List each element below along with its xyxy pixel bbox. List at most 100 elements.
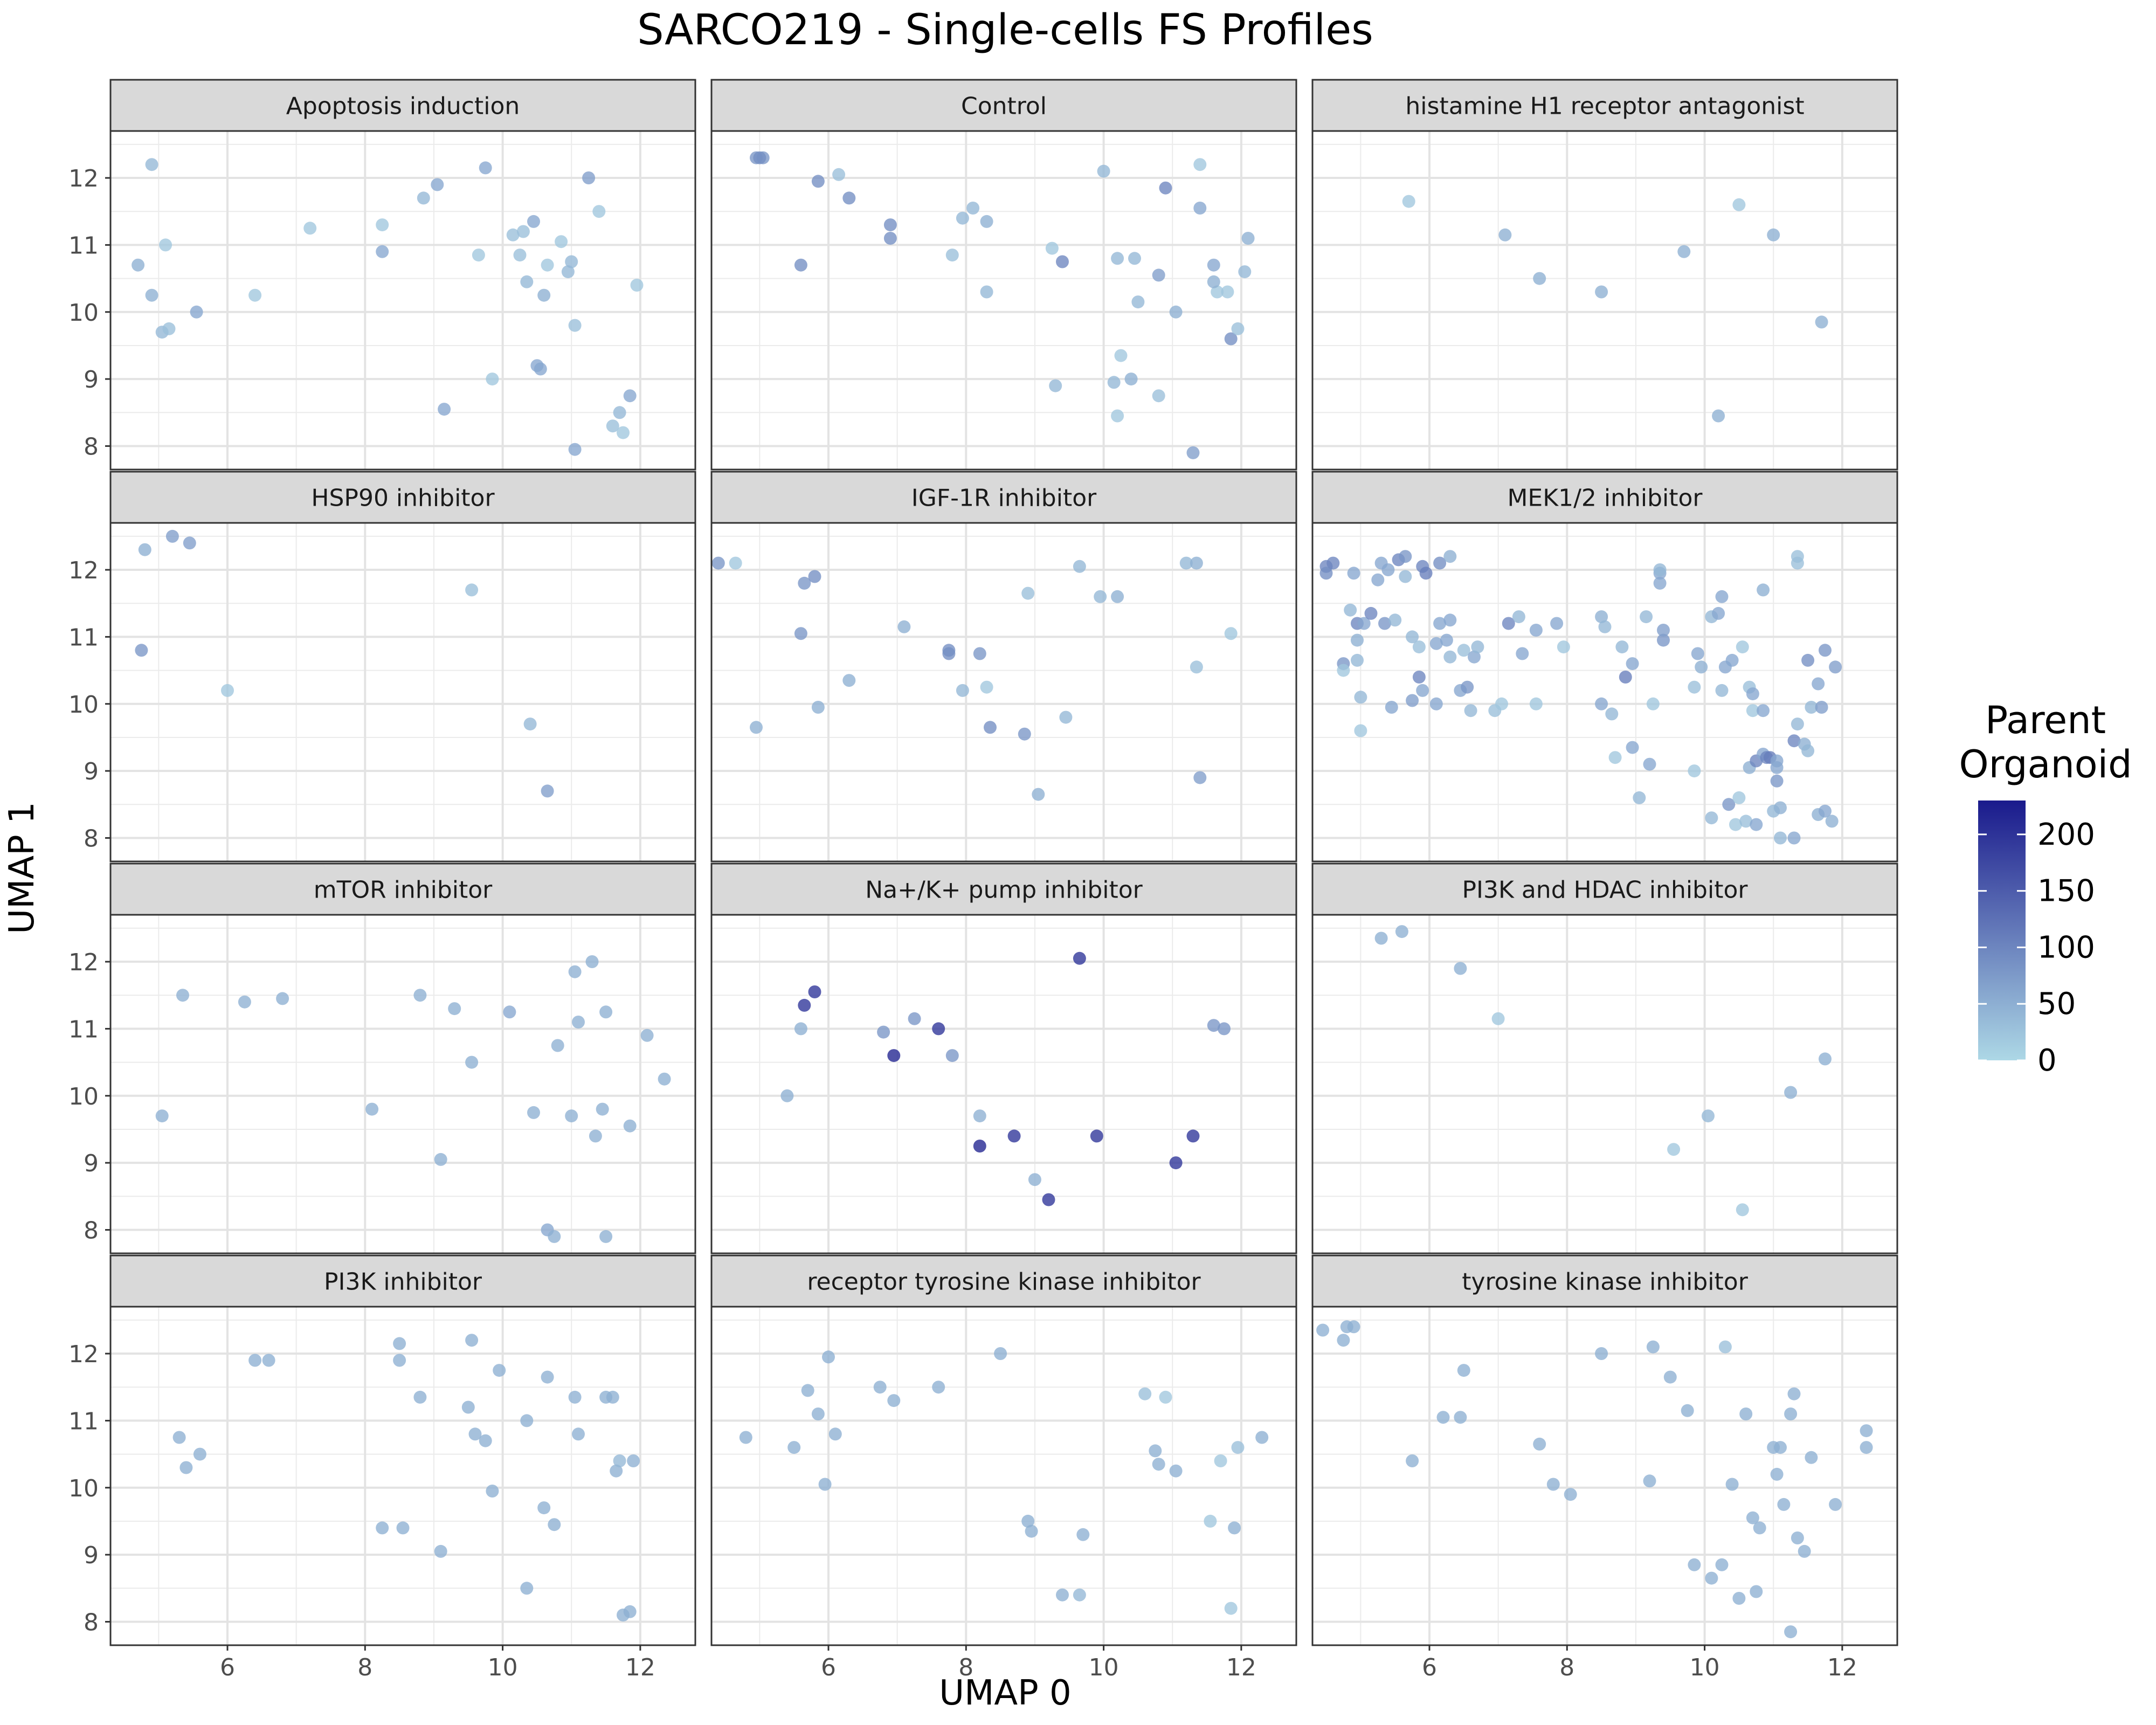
scatter-point — [568, 443, 582, 456]
x-tick-label: 6 — [220, 1654, 235, 1681]
scatter-point — [393, 1354, 406, 1367]
scatter-point — [1746, 687, 1759, 701]
scatter-point — [1461, 680, 1474, 694]
scatter-point — [1657, 633, 1670, 647]
y-tick-label: 9 — [84, 1150, 99, 1177]
y-tick-label: 12 — [68, 949, 99, 976]
scatter-point — [431, 178, 444, 191]
scatter-point — [303, 222, 317, 235]
scatter-point — [1805, 1451, 1818, 1464]
scatter-point — [520, 275, 534, 288]
scatter-point — [1433, 556, 1447, 570]
scatter-point — [1819, 644, 1832, 657]
scatter-point — [503, 1005, 516, 1019]
scatter-point — [1626, 657, 1639, 671]
facet-strip — [109, 471, 696, 524]
scatter-point — [1416, 684, 1429, 697]
scatter-point — [1598, 620, 1612, 633]
scatter-point — [1207, 258, 1220, 272]
scatter-point — [1094, 590, 1107, 603]
scatter-point — [1688, 680, 1701, 694]
facet-strip-label: tyrosine kinase inhibitor — [1462, 1268, 1749, 1296]
scatter-point — [883, 218, 897, 232]
scatter-point — [1546, 1478, 1560, 1491]
scatter-point — [1791, 717, 1804, 731]
scatter-point — [873, 1381, 887, 1394]
scatter-point — [1774, 831, 1787, 845]
scatter-point — [1791, 550, 1804, 563]
scatter-point — [516, 225, 530, 238]
facet-plot-area — [110, 131, 695, 470]
scatter-point — [190, 305, 203, 319]
facet-panel-border — [109, 130, 696, 471]
scatter-point — [537, 288, 551, 302]
scatter-point — [1640, 610, 1653, 624]
facet-panel-border — [710, 1306, 1297, 1646]
y-tick-label: 11 — [68, 624, 99, 651]
scatter-point — [1498, 228, 1512, 242]
scatter-point — [1056, 1588, 1069, 1602]
scatter-point — [479, 1434, 492, 1447]
scatter-point — [145, 288, 158, 302]
scatter-point — [1695, 660, 1708, 674]
scatter-point — [623, 389, 637, 403]
y-tick-label: 8 — [84, 1609, 99, 1636]
scatter-point — [1193, 771, 1207, 784]
scatter-point — [811, 175, 825, 188]
scatter-point — [523, 717, 537, 731]
facet-panel-border — [710, 130, 1297, 471]
scatter-point — [973, 1109, 986, 1123]
facet-panel: HSP90 inhibitor 8 9 10 11 12 — [68, 471, 696, 862]
scatter-point — [1757, 583, 1770, 597]
scatter-point — [1111, 409, 1124, 423]
scatter-point — [1784, 1086, 1798, 1099]
scatter-point — [159, 238, 172, 252]
facet-strip-label: PI3K and HDAC inhibitor — [1462, 877, 1749, 904]
scatter-point — [1124, 372, 1138, 386]
scatter-point — [1471, 640, 1484, 654]
scatter-point — [1241, 232, 1255, 245]
scatter-point — [1787, 831, 1801, 845]
scatter-point — [1378, 617, 1391, 630]
x-tick-label: 12 — [1827, 1654, 1857, 1681]
x-tick-label: 8 — [357, 1654, 372, 1681]
scatter-point — [1406, 694, 1419, 707]
facet-strip — [109, 862, 696, 916]
scatter-point — [413, 989, 427, 1002]
y-tick-label: 9 — [84, 758, 99, 785]
scatter-point — [1732, 198, 1746, 211]
facet-strip-label: Control — [961, 93, 1047, 120]
legend-tick-label: 0 — [2037, 1043, 2057, 1078]
scatter-point — [248, 1354, 262, 1367]
scatter-point — [1564, 1488, 1577, 1501]
scatter-point — [1702, 1109, 1715, 1123]
x-tick-label: 10 — [488, 1654, 518, 1681]
scatter-point — [1319, 567, 1333, 580]
scatter-point — [739, 1431, 752, 1444]
scatter-point — [1388, 613, 1402, 627]
scatter-point — [568, 965, 582, 978]
facet-panel-border — [109, 522, 696, 862]
scatter-point — [640, 1029, 654, 1042]
scatter-point — [1255, 1431, 1269, 1444]
scatter-point — [1374, 932, 1388, 945]
scatter-point — [1464, 704, 1477, 717]
legend-tick-label: 100 — [2037, 930, 2095, 965]
scatter-point — [1784, 1625, 1798, 1639]
scatter-point — [1107, 376, 1121, 389]
scatter-point — [1653, 563, 1667, 576]
scatter-point — [1715, 1558, 1729, 1571]
x-tick-label: 10 — [1089, 1654, 1119, 1681]
scatter-point — [1211, 285, 1224, 299]
scatter-point — [1045, 242, 1059, 255]
scatter-point — [1787, 734, 1801, 748]
scatter-point — [572, 1016, 585, 1029]
y-tick-label: 9 — [84, 1542, 99, 1569]
scatter-point — [1860, 1441, 1873, 1454]
scatter-point — [883, 232, 897, 245]
scatter-point — [942, 644, 956, 657]
facet-panel: PI3K and HDAC inhibitor — [1311, 862, 1898, 1254]
scatter-point — [572, 1427, 585, 1441]
scatter-point — [1688, 1558, 1701, 1571]
